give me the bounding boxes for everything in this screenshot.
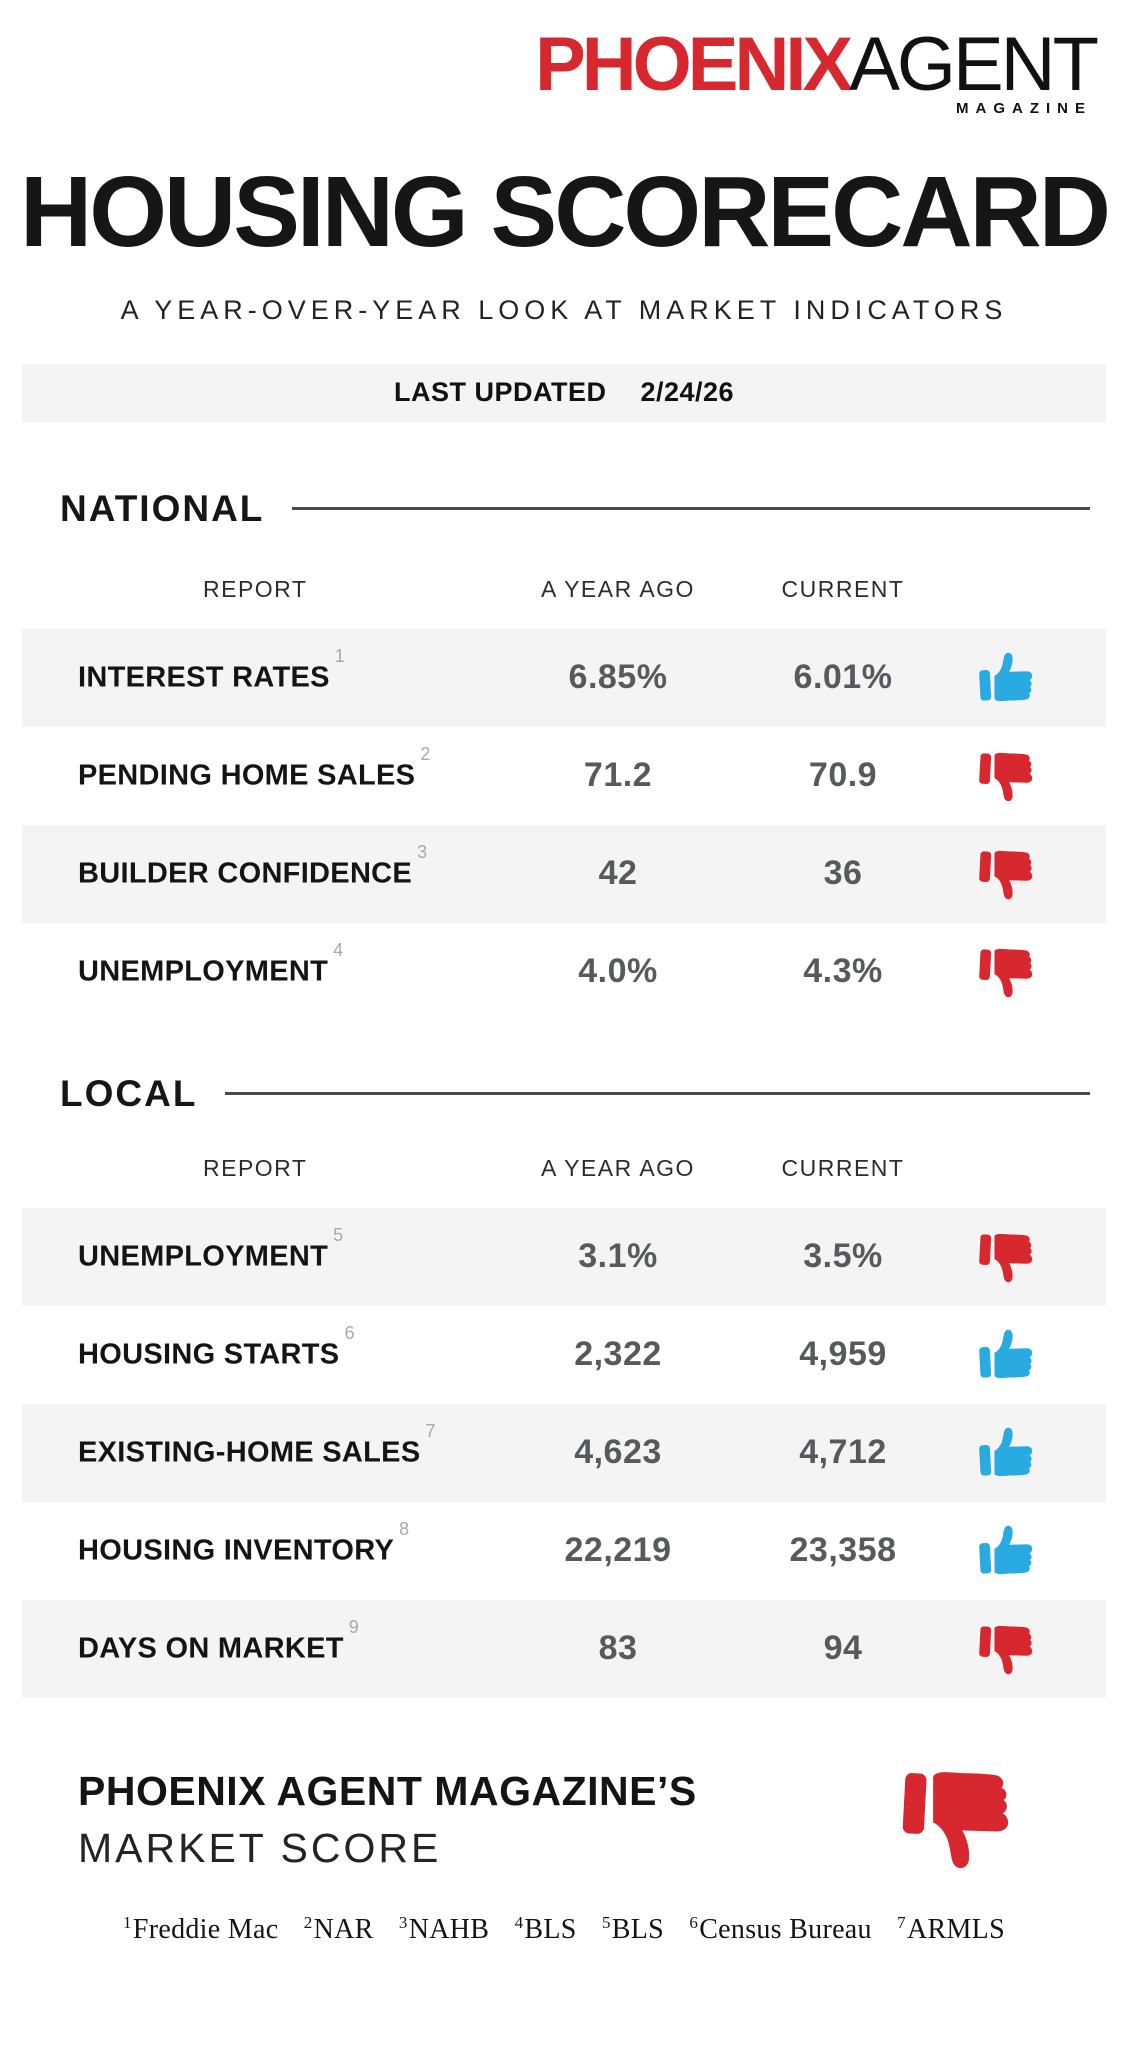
year-ago-value: 71.2 xyxy=(583,756,653,795)
local-table: UNEMPLOYMENT5 3.1% 3.5% HOUSING STARTS6 … xyxy=(0,1207,1128,1698)
row-label: UNEMPLOYMENT xyxy=(78,956,329,989)
footnote-source: BLS xyxy=(524,1914,577,1946)
table-row: HOUSING INVENTORY8 22,219 23,358 xyxy=(22,1501,1106,1600)
last-updated-bar: LAST UPDATED 2/24/26 xyxy=(22,363,1106,422)
current-value: 4,712 xyxy=(799,1433,887,1472)
thumb-up-icon xyxy=(977,1519,1039,1583)
current-value: 70.9 xyxy=(808,756,878,795)
market-score-thumb-down-icon xyxy=(894,1762,1026,1874)
year-ago-value: 4.0% xyxy=(578,952,658,991)
footnote-source: NAHB xyxy=(408,1914,490,1946)
footnote-number: 4 xyxy=(514,1912,524,1932)
magazine-logo: PHOENIXAGENT MAGAZINE xyxy=(0,0,1128,116)
section-title-local: LOCAL xyxy=(60,1072,198,1114)
section-header-local: LOCAL xyxy=(60,1073,1090,1115)
last-updated-label: LAST UPDATED xyxy=(393,377,607,408)
logo-phoenix-text: PHOENIX xyxy=(535,22,853,107)
footnote-number: 3 xyxy=(398,1912,408,1932)
row-label: EXISTING-HOME SALES xyxy=(78,1437,421,1470)
current-value: 23,358 xyxy=(789,1531,897,1570)
table-row: INTEREST RATES1 6.85% 6.01% xyxy=(22,628,1106,727)
footnote-marker: 9 xyxy=(348,1617,360,1638)
column-header-year-ago: A YEAR AGO xyxy=(541,1154,695,1181)
market-score-section: PHOENIX AGENT MAGAZINE’S MARKET SCORE xyxy=(22,1762,1106,1879)
column-header-report: REPORT xyxy=(203,575,308,602)
market-score-line1: PHOENIX AGENT MAGAZINE’S xyxy=(78,1768,697,1815)
current-value: 4.3% xyxy=(803,952,883,991)
footnote-source: ARMLS xyxy=(906,1914,1005,1946)
thumb-up-icon xyxy=(977,1421,1039,1485)
footnote-marker: 3 xyxy=(417,842,428,863)
local-column-headers: REPORT A YEAR AGO CURRENT xyxy=(22,1155,1106,1182)
footnote-source: Freddie Mac xyxy=(132,1914,279,1946)
row-label: DAYS ON MARKET xyxy=(78,1633,344,1666)
logo-agent-text: AGENT xyxy=(849,22,1099,107)
footnote-number: 1 xyxy=(123,1912,132,1932)
thumb-down-icon xyxy=(977,842,1039,906)
footnote-number: 2 xyxy=(303,1912,313,1932)
column-header-report: REPORT xyxy=(203,1154,308,1181)
section-rule xyxy=(292,507,1090,511)
current-value: 94 xyxy=(823,1629,863,1668)
current-value: 6.01% xyxy=(793,658,893,697)
current-value: 4,959 xyxy=(799,1335,887,1374)
row-label: HOUSING INVENTORY xyxy=(78,1535,395,1568)
row-label: UNEMPLOYMENT xyxy=(78,1241,329,1274)
row-label: HOUSING STARTS xyxy=(78,1339,340,1372)
table-row: HOUSING STARTS6 2,322 4,959 xyxy=(22,1305,1106,1404)
table-row: PENDING HOME SALES2 71.2 70.9 xyxy=(22,726,1106,825)
footnote-source: BLS xyxy=(611,1914,665,1946)
year-ago-value: 22,219 xyxy=(564,1531,672,1570)
year-ago-value: 4,623 xyxy=(574,1433,662,1472)
market-score-line2: MARKET SCORE xyxy=(78,1825,442,1872)
table-row: UNEMPLOYMENT4 4.0% 4.3% xyxy=(22,922,1106,1021)
table-row: DAYS ON MARKET9 83 94 xyxy=(22,1599,1106,1698)
thumb-up-icon xyxy=(977,646,1039,710)
year-ago-value: 2,322 xyxy=(574,1335,662,1374)
footnote-marker: 4 xyxy=(333,940,344,961)
current-value: 36 xyxy=(823,854,863,893)
footnote-marker: 5 xyxy=(333,1225,344,1246)
footnote-marker: 8 xyxy=(399,1519,410,1540)
current-value: 3.5% xyxy=(803,1237,883,1276)
column-header-year-ago: A YEAR AGO xyxy=(541,575,695,602)
year-ago-value: 3.1% xyxy=(578,1237,658,1276)
section-title-national: NATIONAL xyxy=(60,487,265,529)
section-header-national: NATIONAL xyxy=(60,488,1090,530)
footnote-marker: 1 xyxy=(334,646,346,667)
table-row: BUILDER CONFIDENCE3 42 36 xyxy=(22,824,1106,923)
thumb-up-icon xyxy=(977,1323,1039,1387)
row-label: BUILDER CONFIDENCE xyxy=(78,858,413,891)
column-header-current: CURRENT xyxy=(781,575,905,602)
year-ago-value: 42 xyxy=(598,854,638,893)
page-subtitle: A YEAR-OVER-YEAR LOOK AT MARKET INDICATO… xyxy=(120,294,1008,325)
thumb-down-icon xyxy=(977,1617,1039,1681)
source-footnotes: 1Freddie Mac 2NAR 3NAHB 4BLS 5BLS 6Censu… xyxy=(0,1913,1128,1946)
market-score-text: PHOENIX AGENT MAGAZINE’S MARKET SCORE xyxy=(78,1768,697,1872)
table-row: UNEMPLOYMENT5 3.1% 3.5% xyxy=(22,1207,1106,1306)
footnote-number: 5 xyxy=(601,1912,611,1932)
section-rule xyxy=(225,1092,1090,1096)
row-label: INTEREST RATES xyxy=(78,662,330,695)
logo-magazine-tagline: MAGAZINE xyxy=(956,99,1092,117)
last-updated-date: 2/24/26 xyxy=(640,377,735,408)
footnote-source: Census Bureau xyxy=(699,1914,872,1946)
column-header-current: CURRENT xyxy=(781,1154,905,1181)
year-ago-value: 6.85% xyxy=(568,658,668,697)
footnote-marker: 7 xyxy=(425,1421,436,1442)
national-table: INTEREST RATES1 6.85% 6.01% PENDING HOME… xyxy=(0,628,1128,1021)
national-column-headers: REPORT A YEAR AGO CURRENT xyxy=(22,576,1106,603)
footnote-marker: 2 xyxy=(420,744,431,765)
footnote-number: 6 xyxy=(689,1912,699,1932)
thumb-down-icon xyxy=(977,1225,1039,1289)
row-label: PENDING HOME SALES xyxy=(78,760,416,793)
thumb-down-icon xyxy=(977,744,1039,808)
footnote-source: NAR xyxy=(313,1914,374,1946)
year-ago-value: 83 xyxy=(598,1629,638,1668)
page-title: HOUSING SCORECARD xyxy=(20,155,1111,268)
thumb-down-icon xyxy=(977,940,1039,1004)
footnote-number: 7 xyxy=(897,1912,906,1932)
footnote-marker: 6 xyxy=(344,1323,355,1344)
table-row: EXISTING-HOME SALES7 4,623 4,712 xyxy=(22,1403,1106,1502)
